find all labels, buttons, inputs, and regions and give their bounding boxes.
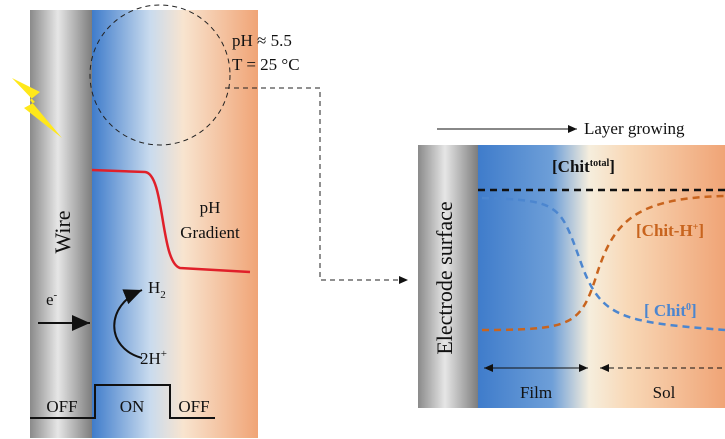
pulse-label: OFF xyxy=(46,397,77,416)
wire-label: Wire xyxy=(50,210,75,253)
electrode-label: Electrode surface xyxy=(432,201,457,354)
region-label: Film xyxy=(520,383,552,402)
chit-0-end: ] xyxy=(691,301,697,320)
chit-0-base: [ Chit xyxy=(644,301,686,320)
chit-total-end: ] xyxy=(609,157,615,176)
electron-base: e xyxy=(46,290,54,309)
gradient-label: pH xyxy=(200,198,221,217)
left-panel: pH ≈ 5.5 T = 25 °C pH Gradient Wire e- H… xyxy=(12,5,408,438)
chit-total-base: [Chit xyxy=(552,157,590,176)
region-label: Sol xyxy=(653,383,676,402)
chit-h-end: ] xyxy=(698,221,704,240)
right-panel: Layer growing Electrode surface [Chittot… xyxy=(418,119,725,408)
diagram: pH ≈ 5.5 T = 25 °C pH Gradient Wire e- H… xyxy=(0,0,725,439)
condition: pH ≈ 5.5 xyxy=(232,31,292,50)
electron-sup: - xyxy=(54,289,58,301)
growth-label: Layer growing xyxy=(584,119,685,138)
h2-sub: 2 xyxy=(160,289,166,301)
chit-total-sup: total xyxy=(590,158,610,169)
chit-h-base: [Chit-H xyxy=(636,221,693,240)
pulse-label: OFF xyxy=(178,397,209,416)
gradient-label: Gradient xyxy=(180,223,240,242)
h2-base: H xyxy=(148,278,160,297)
condition: T = 25 °C xyxy=(232,55,300,74)
proton-base: 2H xyxy=(140,349,161,368)
solution xyxy=(478,145,725,408)
pulse-label: ON xyxy=(120,397,145,416)
proton-sup: + xyxy=(161,348,167,360)
